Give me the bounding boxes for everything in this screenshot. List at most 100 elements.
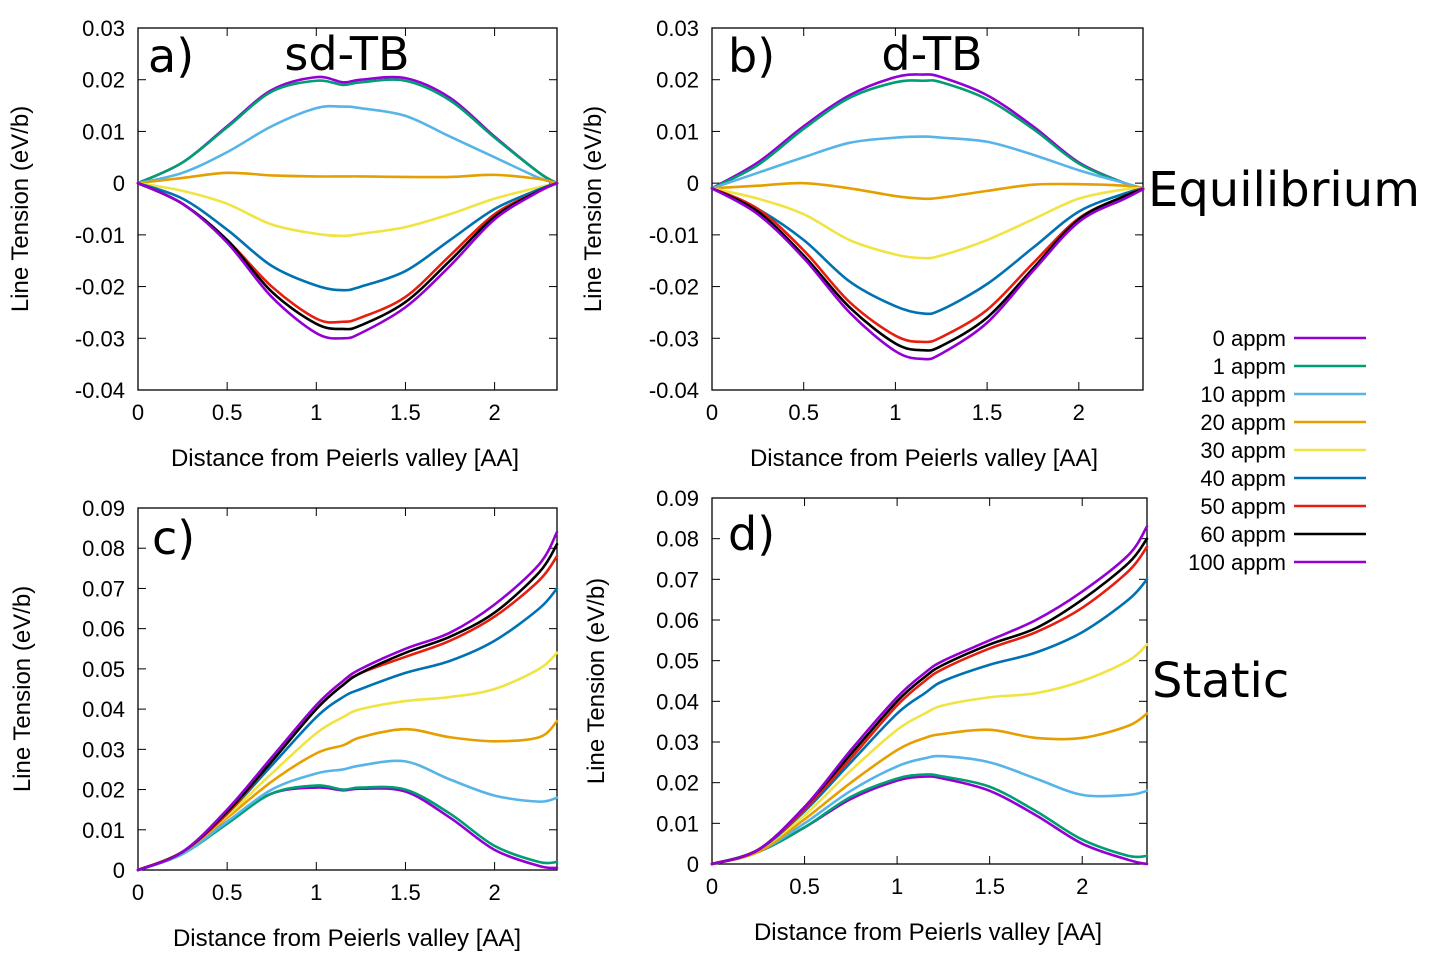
x-tick-label: 0: [706, 874, 718, 899]
chart-panel-3: 0 0.5 1 1.5 2 0 0.01 0.02 0.03 0.04 0.05 0.06 0.07 0.…: [583, 486, 1149, 946]
series-line-30-appm: [710, 186, 1145, 260]
y-tick-label: 0.03: [82, 737, 125, 762]
y-tick-label: 0.02: [656, 771, 699, 796]
x-tick-label: 1: [889, 400, 901, 425]
y-tick-label: -0.01: [649, 223, 699, 248]
legend-label: 60 appm: [1200, 522, 1286, 547]
y-tick-label: 0: [113, 171, 125, 196]
series-line-50-appm: [710, 545, 1149, 866]
y-tick-label: 0.06: [656, 608, 699, 633]
y-tick-label: 0.01: [656, 811, 699, 836]
panel-letter: c): [152, 511, 195, 565]
y-tick-label: 0.05: [656, 649, 699, 674]
legend-label: 10 appm: [1200, 382, 1286, 407]
x-tick-label: 0.5: [212, 400, 243, 425]
y-tick-label: -0.03: [75, 326, 125, 351]
series-line-1-appm: [710, 773, 1149, 866]
legend-label: 1 appm: [1213, 354, 1286, 379]
series-line-0-appm: [136, 75, 559, 185]
x-tick-label: 2: [488, 880, 500, 905]
y-tick-label: -0.02: [649, 275, 699, 300]
series-line-60-appm: [136, 181, 559, 331]
series-line-60-appm: [710, 537, 1149, 866]
y-tick-label: 0.01: [82, 818, 125, 843]
series-line-50-appm: [136, 181, 559, 324]
series-line-20-appm: [136, 171, 559, 185]
x-tick-label: 2: [488, 400, 500, 425]
y-tick-label: 0.04: [82, 697, 125, 722]
y-axis-label: Line Tension (eV/b): [580, 106, 607, 312]
legend-label: 30 appm: [1200, 438, 1286, 463]
series-line-30-appm: [136, 181, 559, 238]
y-tick-label: 0.03: [656, 16, 699, 41]
y-tick-label: 0.04: [656, 689, 699, 714]
x-axis-label: Distance from Peierls valley [AA]: [171, 445, 519, 472]
series-line-10-appm: [710, 135, 1145, 190]
x-tick-label: 2: [1076, 874, 1088, 899]
y-tick-label: 0.03: [82, 16, 125, 41]
x-tick-label: 0.5: [789, 874, 820, 899]
y-tick-label: 0.02: [656, 68, 699, 93]
y-tick-label: 0.09: [82, 496, 125, 521]
y-tick-label: -0.02: [75, 275, 125, 300]
y-tick-label: 0.02: [82, 68, 125, 93]
series-line-0-appm: [710, 775, 1149, 866]
chart-panel-2: 0 0.5 1 1.5 2 0 0.01 0.02 0.03 0.04 0.05 0.06 0.07 0.…: [9, 496, 559, 952]
series-line-100-appm: [710, 525, 1149, 866]
series-line-40-appm: [710, 187, 1145, 316]
series-line-20-appm: [710, 712, 1149, 866]
series-line-30-appm: [710, 643, 1149, 866]
y-tick-label: 0.03: [656, 730, 699, 755]
series-line-60-appm: [710, 187, 1145, 352]
panel-letter: d): [728, 507, 775, 561]
y-tick-label: 0.05: [82, 657, 125, 682]
y-tick-label: 0.01: [656, 119, 699, 144]
x-axis-label: Distance from Peierls valley [AA]: [173, 925, 521, 952]
series-line-10-appm: [136, 759, 559, 872]
x-tick-label: 1: [891, 874, 903, 899]
series-line-40-appm: [136, 587, 559, 872]
y-tick-label: -0.04: [649, 378, 699, 403]
x-tick-label: 0: [706, 400, 718, 425]
x-tick-label: 1.5: [972, 400, 1003, 425]
x-tick-label: 0: [132, 400, 144, 425]
y-tick-label: 0.09: [656, 486, 699, 511]
series-line-0-appm: [136, 786, 559, 872]
x-tick-label: 0.5: [212, 880, 243, 905]
y-tick-label: 0.06: [82, 617, 125, 642]
y-tick-label: -0.03: [649, 326, 699, 351]
x-axis-label: Distance from Peierls valley [AA]: [750, 445, 1098, 472]
y-tick-label: -0.01: [75, 223, 125, 248]
chart-panel-0: 0 0.5 1 1.5 2 -0.04 -0.03 -0.02 -0.01 0 0.01 0.02 0.…: [7, 16, 559, 472]
x-tick-label: 1.5: [974, 874, 1005, 899]
row-label-static: Static: [1152, 653, 1289, 709]
y-tick-label: 0.08: [82, 536, 125, 561]
panel-title: d-TB: [881, 27, 982, 81]
y-tick-label: -0.04: [75, 378, 125, 403]
plot-frame: [137, 507, 558, 871]
x-tick-label: 0.5: [788, 400, 819, 425]
legend-label: 20 appm: [1200, 410, 1286, 435]
x-tick-label: 2: [1073, 400, 1085, 425]
y-axis-label: Line Tension (eV/b): [9, 586, 36, 792]
legend-label: 40 appm: [1200, 466, 1286, 491]
series-line-1-appm: [136, 784, 559, 872]
y-tick-label: 0.07: [82, 576, 125, 601]
y-axis-label: Line Tension (eV/b): [583, 578, 610, 784]
chart-panel-1: 0 0.5 1 1.5 2 -0.04 -0.03 -0.02 -0.01 0 0.01 0.02 0.…: [580, 16, 1145, 472]
y-tick-label: 0.02: [82, 778, 125, 803]
legend-label: 0 appm: [1213, 326, 1286, 351]
panels: 0 0.5 1 1.5 2 -0.04 -0.03 -0.02 -0.01 0 0.01 0.02 0.…: [7, 16, 1149, 952]
y-axis-label: Line Tension (eV/b): [7, 106, 34, 312]
x-tick-label: 1: [310, 880, 322, 905]
series-line-100-appm: [136, 530, 559, 872]
series-line-1-appm: [136, 78, 559, 185]
x-axis-label: Distance from Peierls valley [AA]: [754, 919, 1102, 946]
series-line-40-appm: [710, 578, 1149, 866]
series-line-20-appm: [710, 181, 1145, 201]
panel-letter: a): [148, 29, 194, 83]
x-tick-label: 1.5: [390, 400, 421, 425]
legend-label: 50 appm: [1200, 494, 1286, 519]
row-label-equilibrium: Equilibrium: [1148, 162, 1420, 218]
